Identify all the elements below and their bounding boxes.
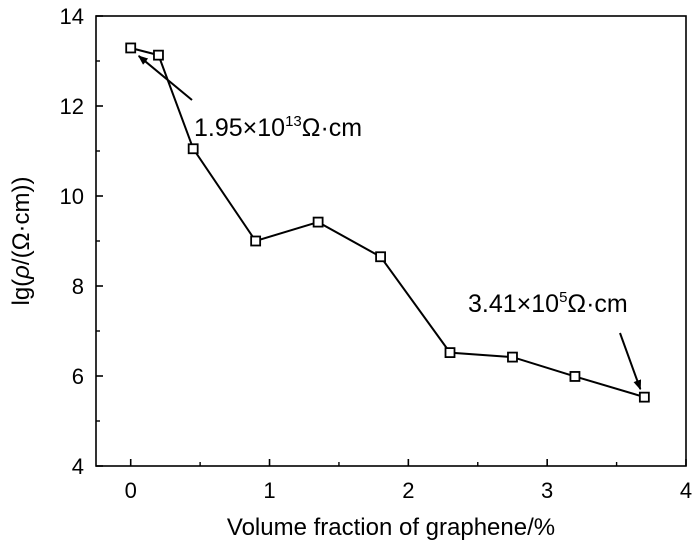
plot-frame [95, 15, 687, 467]
y-axis-title-suffix: /(Ω·cm)) [8, 177, 35, 266]
x-tick-label: 0 [125, 478, 137, 503]
data-point [187, 143, 199, 155]
x-tick-label: 1 [263, 478, 275, 503]
data-point [250, 235, 262, 247]
y-axis-title-prefix: lg( [8, 279, 35, 306]
y-tick-label: 12 [60, 94, 84, 119]
annotation-max-exponent: 13 [285, 113, 302, 130]
data-point [312, 216, 324, 228]
x-tick-label: 3 [541, 478, 553, 503]
x-tick-label: 4 [680, 478, 692, 503]
data-point [444, 347, 456, 359]
y-tick-label: 6 [72, 364, 84, 389]
annotation-arrow-max [137, 55, 193, 101]
data-point [375, 251, 386, 263]
y-axis-title-rho: ρ [8, 265, 35, 280]
data-point [153, 49, 164, 61]
annotation-min-unit: Ω·cm [567, 290, 627, 318]
series-line [130, 47, 645, 399]
x-tick-label: 2 [402, 478, 414, 503]
annotation-min-base: 3.41×10 [468, 290, 559, 318]
y-tick-label: 8 [72, 274, 84, 299]
data-point [507, 351, 518, 363]
annotations: 1.95×1013Ω·cm 3.41×105Ω·cm [137, 55, 642, 391]
annotation-max-resistivity: 1.95×1013Ω·cm [194, 113, 362, 142]
data-point [125, 42, 137, 54]
y-tick-label: 10 [60, 184, 84, 209]
annotation-max-unit: Ω·cm [302, 114, 362, 142]
data-markers [125, 42, 650, 403]
y-tick-label: 4 [72, 454, 84, 479]
annotation-arrow-min [619, 332, 642, 391]
annotation-max-base: 1.95×10 [194, 114, 285, 142]
annotation-min-exponent: 5 [559, 289, 567, 306]
data-point [569, 371, 581, 382]
data-point [638, 391, 650, 403]
x-axis-title: Volume fraction of graphene/% [227, 514, 555, 541]
annotation-min-resistivity: 3.41×105Ω·cm [468, 289, 628, 318]
y-axis-title: lg(ρ/(Ω·cm)) [8, 177, 35, 306]
y-tick-label: 14 [60, 4, 84, 29]
